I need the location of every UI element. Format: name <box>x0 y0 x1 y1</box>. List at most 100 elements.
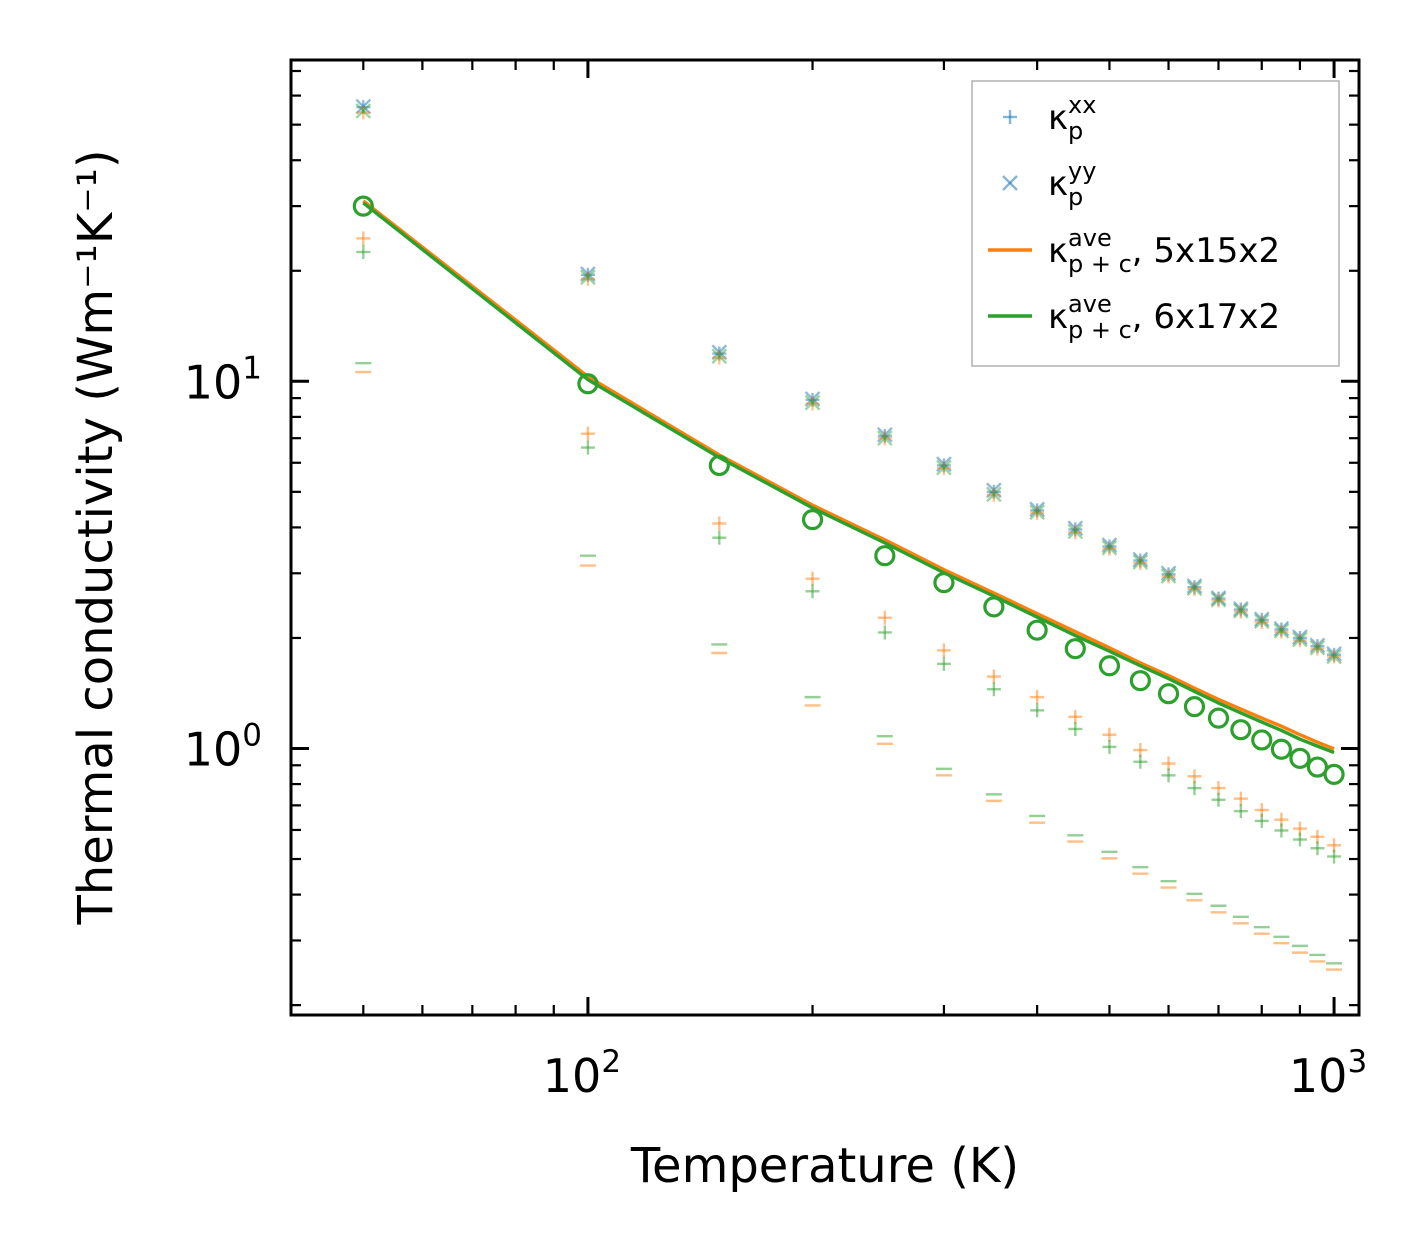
point-kp_zz_mesh1 <box>356 231 371 246</box>
point-kp_yy_mesh1 <box>580 266 596 282</box>
point-kp_zz_mesh1 <box>936 643 951 658</box>
point-kp_ave_points <box>577 373 599 395</box>
point-kp_zz_mesh1 <box>712 516 727 531</box>
point-kp_ave_points <box>1207 707 1230 729</box>
point-kp_zz_mesh2 <box>1030 703 1045 718</box>
series-line-kpc_ave_5x15x2 <box>362 199 1335 751</box>
point-kp_zz_mesh2 <box>1254 813 1269 828</box>
point-kp_zz_mesh2 <box>1068 721 1083 736</box>
point-kp_ave_points <box>1064 638 1086 660</box>
point-kp_xx_mesh2 <box>877 431 892 446</box>
point-kp_yy_mesh2 <box>1309 639 1326 656</box>
y-tick-label: 100 <box>184 717 262 776</box>
point-kp_xx_mesh2 <box>1030 505 1045 520</box>
point-kp_zz_mesh2 <box>1292 832 1307 847</box>
series-kp_xx_mesh2 <box>356 105 1342 664</box>
point-kp_zz_mesh2 <box>877 625 892 640</box>
series-kc_mesh1 <box>355 370 1343 971</box>
point-kp_ave_points <box>874 545 896 567</box>
axis-ticks <box>289 60 1359 1015</box>
point-kp_ave_points <box>1289 747 1311 769</box>
x-axis-title: Temperature (K) <box>630 1138 1019 1194</box>
point-kp_ave_points <box>1098 655 1121 677</box>
plot-frame <box>289 58 1361 1017</box>
point-kp_zz_mesh2 <box>1327 849 1342 864</box>
point-kp_yy_mesh2 <box>1253 613 1270 630</box>
point-kp_xx_mesh2 <box>986 488 1001 503</box>
point-kp_zz_mesh2 <box>1102 739 1117 754</box>
series-kp_zz_mesh2 <box>356 244 1342 864</box>
point-kp_zz_mesh2 <box>936 656 951 671</box>
point-kp_xx_mesh2 <box>1161 569 1176 584</box>
point-kp_yy_mesh1 <box>1132 551 1149 568</box>
point-kp_zz_mesh2 <box>1161 768 1176 783</box>
point-kp_ave_points <box>1251 729 1273 751</box>
point-kp_yy_mesh1 <box>1029 501 1045 518</box>
legend-marker <box>1002 175 1018 191</box>
legend: κxx p κyy p κave p + c, 5x15x2 κave p + c, 6x17… <box>971 80 1340 367</box>
point-kp_zz_mesh1 <box>1102 727 1117 742</box>
point-kp_yy_mesh2 <box>1232 603 1249 619</box>
point-kp_zz_mesh1 <box>1030 690 1045 705</box>
point-kp_yy_mesh2 <box>986 486 1002 503</box>
series-kp_zz_mesh1 <box>356 231 1342 853</box>
point-kp_ave_points <box>801 509 824 531</box>
point-kp_ave_points <box>1323 763 1345 786</box>
point-kp_yy_mesh1 <box>1210 590 1227 606</box>
point-kp_xx_mesh2 <box>936 461 951 476</box>
legend-label: κyy p <box>1048 157 1096 211</box>
point-kp_yy_mesh1 <box>936 456 952 472</box>
point-kp_ave_points <box>1183 696 1206 718</box>
point-kp_yy_mesh2 <box>1101 539 1118 556</box>
point-kp_xx_mesh2 <box>1068 525 1083 540</box>
point-kp_yy_mesh1 <box>1186 578 1203 594</box>
point-kp_zz_mesh2 <box>1233 804 1248 819</box>
legend-label: κave p + c, 5x15x2 <box>1048 224 1280 278</box>
point-kp_zz_mesh2 <box>1133 754 1148 769</box>
point-kp_ave_points <box>1157 683 1180 705</box>
point-kp_ave_points <box>1270 738 1292 760</box>
point-kp_xx_mesh2 <box>1310 641 1325 656</box>
point-kp_yy_mesh2 <box>1210 591 1227 608</box>
series-line-kpc_ave_6x17x2 <box>362 201 1335 755</box>
point-kp_yy_mesh1 <box>1309 637 1326 654</box>
point-kp_zz_mesh2 <box>1211 792 1226 807</box>
legend-label: κave p + c, 6x17x2 <box>1048 290 1280 344</box>
point-kp_yy_mesh2 <box>1186 580 1203 597</box>
point-kp_xx_mesh2 <box>1327 649 1342 664</box>
y-axis-title: Thermal conductivity (Wm⁻¹K⁻¹) <box>68 149 124 925</box>
point-kp_zz_mesh2 <box>712 530 727 545</box>
point-kp_yy_mesh1 <box>1067 520 1084 537</box>
point-kp_yy_mesh2 <box>1292 631 1308 648</box>
point-kp_yy_mesh2 <box>580 269 596 286</box>
x-tick-label: 102 <box>543 1044 621 1103</box>
point-kp_zz_mesh1 <box>1133 743 1148 758</box>
point-kp_xx_mesh2 <box>1102 541 1117 556</box>
legend-marker <box>1003 110 1017 124</box>
point-kp_zz_mesh1 <box>580 426 595 441</box>
point-kp_ave_points <box>1026 619 1048 641</box>
point-kp_yy_mesh2 <box>1160 568 1177 584</box>
point-kp_ave_points <box>352 195 374 217</box>
point-kp_xx_mesh2 <box>1133 556 1148 571</box>
point-kp_yy_mesh2 <box>1132 554 1149 570</box>
point-kp_yy_mesh2 <box>936 459 952 476</box>
tick-labels: 102 103 100 101 <box>184 350 1367 1103</box>
data-series <box>352 98 1345 971</box>
point-kp_xx_mesh2 <box>580 271 595 286</box>
point-kp_yy_mesh2 <box>1273 623 1290 639</box>
point-kp_ave_points <box>1129 670 1151 692</box>
point-kp_zz_mesh1 <box>1161 756 1176 771</box>
point-kp_yy_mesh1 <box>1326 646 1342 662</box>
point-kp_yy_mesh1 <box>876 426 893 443</box>
point-kp_xx_mesh2 <box>712 350 727 365</box>
point-kp_yy_mesh1 <box>1101 537 1118 553</box>
point-kp_yy_mesh1 <box>355 98 372 115</box>
point-kp_yy_mesh1 <box>711 344 728 361</box>
series-kc_mesh2 <box>355 362 1343 965</box>
series-kp_yy_mesh1 <box>355 98 1342 662</box>
point-kp_ave_points <box>933 571 955 594</box>
point-kp_ave_points <box>1230 719 1252 741</box>
point-kp_xx_mesh2 <box>1233 604 1248 619</box>
